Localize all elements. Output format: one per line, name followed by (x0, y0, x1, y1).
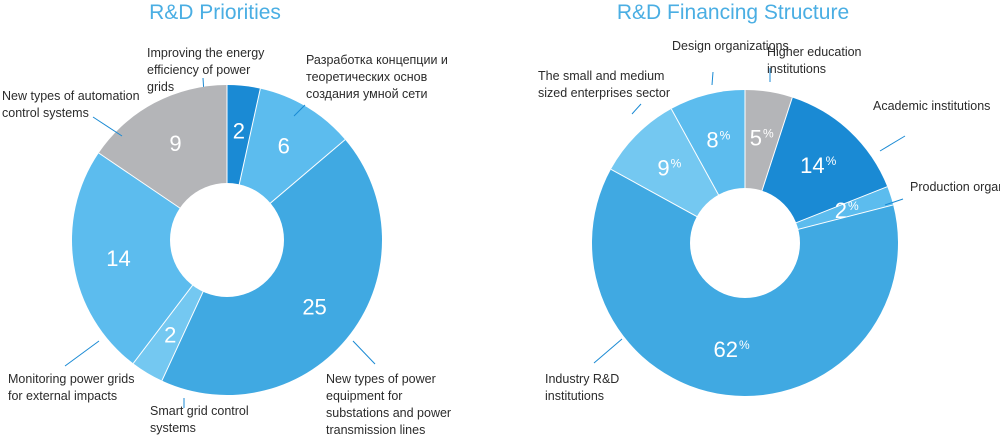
chart-1-value-label: 25 (302, 295, 326, 320)
chart-2-donut-hole (690, 188, 800, 298)
chart-2-leader-line (879, 135, 906, 152)
chart-1-value-label: 2 (233, 119, 245, 144)
chart-2-leader-line (884, 198, 904, 206)
chart-2-leader-line (593, 338, 623, 364)
chart-1-leader-line (352, 340, 376, 365)
chart-1-category-label: Разработка концепции и теоретических осно… (306, 53, 448, 101)
chart-1-title: R&D Priorities (149, 1, 281, 24)
chart-2-donut: 5%Higher education institutions14%Academi… (538, 39, 1000, 403)
chart-1-value-label: 14 (106, 246, 130, 271)
chart-2-category-label: Production organizations (910, 180, 1000, 194)
chart-2-leader-line (711, 71, 714, 86)
chart-1-slice-monitoring-power-grids-for-external-impacts (71, 153, 227, 364)
chart-1-leader-line (64, 340, 100, 367)
chart-1-leader-line (92, 116, 123, 137)
chart-1-category-label: Improving the energy efficiency of power g… (147, 46, 265, 94)
chart-1-category-label: New types of power equipment for substatio… (326, 372, 451, 436)
chart-1-value-label: 6 (278, 134, 290, 159)
chart-1-category-label: Monitoring power grids for external impac… (8, 372, 134, 403)
chart-2-category-label: Industry R&D institutions (545, 372, 619, 403)
chart-2-category-label: Higher education institutions (767, 45, 862, 76)
chart-2-category-label: The small and medium sized enterprises se… (538, 69, 670, 100)
chart-1-leader-line (293, 104, 306, 117)
chart-2-category-label: Academic institutions (873, 99, 990, 113)
chart-1-donut-hole (170, 183, 284, 297)
chart-1-donut: 2 Improving the energy efficiency of power… (2, 46, 451, 436)
chart-2-title: R&D Financing Structure (617, 1, 849, 24)
chart-1-value-label: 9 (169, 131, 181, 156)
chart-1-value-label: 2 (164, 322, 176, 347)
chart-2-leader-line (631, 103, 642, 115)
chart-2-category-label: Design organizations (672, 39, 789, 53)
chart-1-category-label: Smart grid control systems (150, 404, 249, 435)
chart-1-category-label: New types of automation control systems (2, 89, 140, 120)
